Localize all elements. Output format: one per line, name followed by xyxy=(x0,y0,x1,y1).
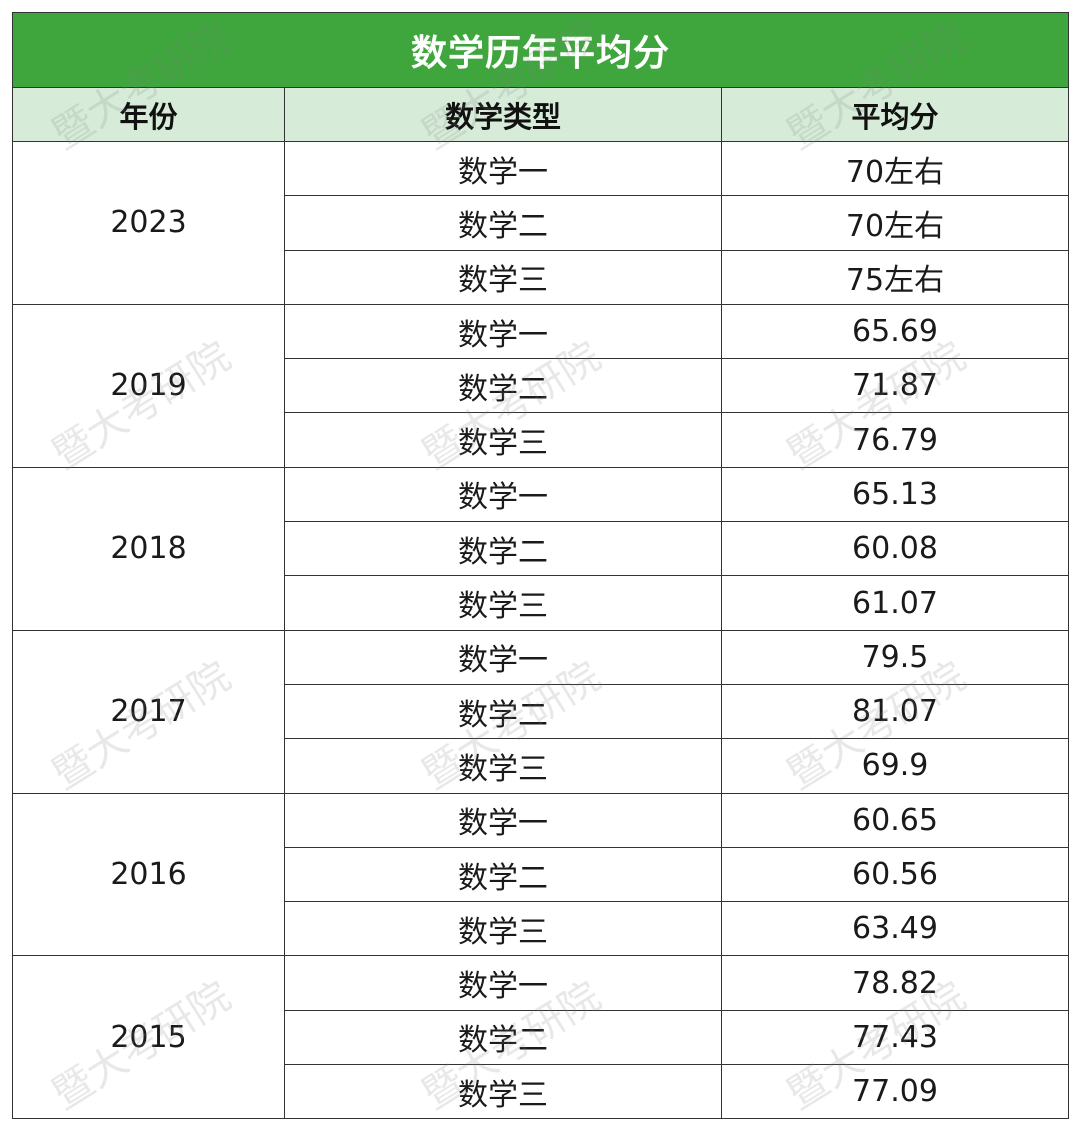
table-row: 2023 数学一 70左右 xyxy=(12,140,1069,305)
math-type-cell: 数学二 xyxy=(284,195,722,251)
math-type-cell: 数学三 xyxy=(284,1064,722,1120)
average-score-cell: 60.08 xyxy=(721,521,1069,577)
table-row: 数学三 69.9 xyxy=(13,738,1069,794)
math-type-cell: 数学一 xyxy=(284,303,722,360)
average-score-cell: 79.5 xyxy=(721,629,1069,685)
average-score-cell: 61.07 xyxy=(721,575,1069,631)
year-cell: 2019 xyxy=(12,303,285,468)
table-row: 数学二 60.08 xyxy=(13,521,1069,577)
average-score-cell: 77.43 xyxy=(721,1009,1069,1066)
table-row: 2015 数学一 78.82 xyxy=(12,955,1069,1120)
math-type-cell: 数学一 xyxy=(284,140,722,197)
average-score-cell: 70左右 xyxy=(721,140,1069,197)
average-score-cell: 70左右 xyxy=(721,195,1069,251)
average-score-table: 数学历年平均分 年份 数学类型 平均分 2023 数学一 70左右 数学二 70左右 数学… xyxy=(12,12,1069,1120)
math-type-cell: 数学一 xyxy=(284,466,722,523)
math-type-cell: 数学一 xyxy=(284,792,722,848)
math-type-cell: 数学一 xyxy=(284,955,722,1011)
math-type-cell: 数学一 xyxy=(284,629,722,685)
table-row: 2018 数学一 65.13 xyxy=(12,466,1069,631)
average-score-cell: 63.49 xyxy=(721,901,1069,957)
math-type-cell: 数学二 xyxy=(284,521,722,577)
average-score-cell: 60.56 xyxy=(721,846,1069,903)
table-row: 2017 数学一 79.5 xyxy=(12,629,1069,794)
math-type-cell: 数学三 xyxy=(284,412,722,468)
math-type-cell: 数学二 xyxy=(284,1009,722,1066)
math-type-cell: 数学三 xyxy=(284,249,722,305)
math-type-cell: 数学二 xyxy=(284,846,722,903)
title-row: 数学历年平均分 xyxy=(12,12,1069,88)
table-row: 2016 数学一 60.65 xyxy=(12,792,1069,957)
table-row: 数学二 70左右 xyxy=(13,195,1069,251)
header-average: 平均分 xyxy=(721,87,1069,142)
year-cell: 2023 xyxy=(12,141,285,305)
average-score-cell: 60.65 xyxy=(721,792,1069,848)
average-score-cell: 81.07 xyxy=(721,683,1069,740)
math-type-cell: 数学二 xyxy=(284,358,722,414)
year-cell: 2015 xyxy=(12,955,285,1120)
math-type-cell: 数学三 xyxy=(284,738,722,794)
table-row: 数学二 81.07 xyxy=(13,683,1069,740)
average-score-cell: 71.87 xyxy=(721,358,1069,414)
header-row: 年份 数学类型 平均分 xyxy=(12,87,1069,142)
table-title: 数学历年平均分 xyxy=(12,12,1069,88)
table-row: 数学三 63.49 xyxy=(13,901,1069,957)
table-row: 数学三 61.07 xyxy=(13,575,1069,631)
year-cell: 2016 xyxy=(12,792,285,957)
average-score-cell: 75左右 xyxy=(721,249,1069,305)
table-row: 数学二 77.43 xyxy=(13,1009,1069,1066)
header-year: 年份 xyxy=(12,87,285,142)
table-body: 2023 数学一 70左右 数学二 70左右 数学三 75左右 2019 数学一 65.69 数学二… xyxy=(12,140,1069,1120)
average-score-cell: 69.9 xyxy=(721,738,1069,794)
table-row: 数学二 60.56 xyxy=(13,846,1069,903)
average-score-cell: 77.09 xyxy=(721,1064,1069,1120)
table-row: 2019 数学一 65.69 xyxy=(12,303,1069,468)
table-row: 数学三 77.09 xyxy=(13,1064,1069,1120)
year-cell: 2018 xyxy=(12,466,285,631)
math-type-cell: 数学三 xyxy=(284,901,722,957)
average-score-cell: 78.82 xyxy=(721,955,1069,1011)
average-score-cell: 76.79 xyxy=(721,412,1069,468)
header-math-type: 数学类型 xyxy=(284,87,722,142)
average-score-cell: 65.13 xyxy=(721,466,1069,523)
math-type-cell: 数学三 xyxy=(284,575,722,631)
year-cell: 2017 xyxy=(12,629,285,794)
math-type-cell: 数学二 xyxy=(284,683,722,740)
average-score-cell: 65.69 xyxy=(721,303,1069,360)
